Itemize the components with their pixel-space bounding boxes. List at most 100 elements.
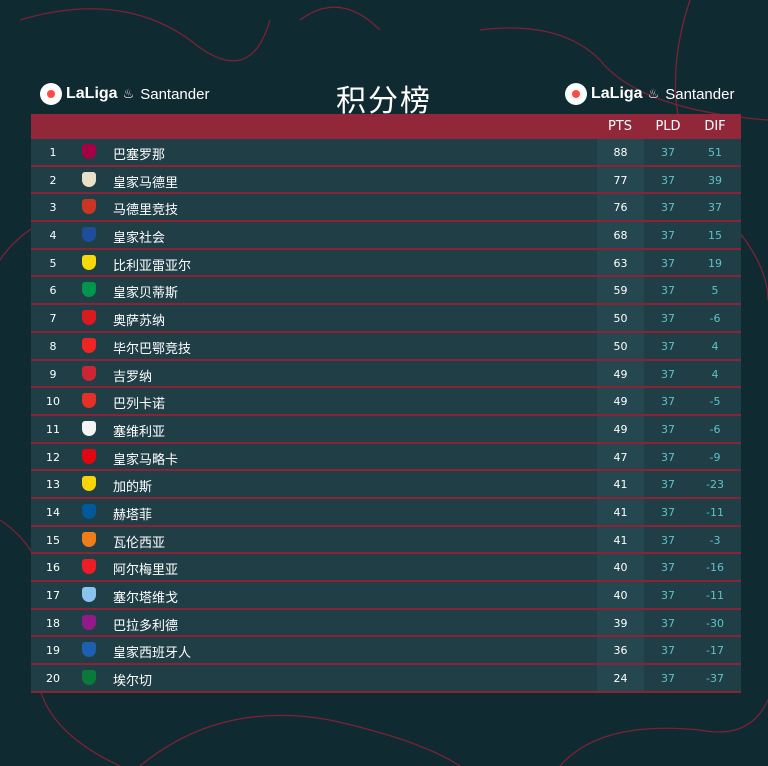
rank: 10 [46,395,60,409]
rank: 11 [46,422,60,436]
team-name: 皇家马德里 [113,175,179,191]
pts-cell-bg [597,471,644,497]
celta-vigo-crest-icon [82,587,96,602]
points: 76 [613,201,628,215]
sevilla-crest-icon [82,420,96,436]
played: 37 [661,561,675,575]
pts-cell-bg [597,526,644,553]
rank: 17 [46,589,60,602]
team-name: 皇家西班牙人 [113,646,192,662]
pts-cell-bg [597,166,644,193]
team-name: 赫塔菲 [113,507,153,523]
laliga-santander-logo-left: LaLiga ♨ Santander [40,80,209,108]
laliga-ball-icon [565,83,587,105]
pts-cell-bg [597,498,644,525]
table-row: 15 瓦伦西亚 41 37 -3 [31,526,741,555]
goal-difference: 39 [708,173,722,187]
played: 37 [661,533,675,547]
header-dif: DIF [704,119,726,134]
barcelona-crest-icon [82,144,96,159]
pts-cell-bg [597,582,644,608]
pts-cell-bg [597,139,644,165]
pts-cell-bg [597,415,644,442]
rank: 15 [46,533,60,547]
points: 49 [613,367,628,381]
header-pld: PLD [655,119,681,134]
girona-crest-icon [82,365,96,381]
table-row: 2 皇家马德里 77 37 39 [31,166,741,195]
valladolid-crest-icon [82,614,96,630]
goal-difference: 51 [708,146,722,159]
real-sociedad-crest-icon [82,227,96,243]
real-madrid-crest-icon [82,171,96,187]
team-name: 巴列卡诺 [113,397,166,413]
rank: 8 [49,339,57,353]
villarreal-crest-icon [82,254,96,270]
table-row: 13 加的斯 41 37 -23 [31,471,741,499]
pts-cell-bg [597,554,644,580]
rank: 18 [46,616,60,630]
goal-difference: -30 [706,616,724,630]
pts-cell-bg [597,277,644,304]
played: 37 [661,505,675,519]
goal-difference: -3 [709,533,721,547]
espanyol-crest-icon [82,642,96,658]
standings-table: PTS PLD DIF 1 巴塞罗那 88 37 51 2 皇家马德里 77 37 39 3 马德里竞… [31,114,741,693]
goal-difference: -37 [706,672,724,686]
goal-difference: -6 [709,312,721,326]
rank: 14 [46,505,60,519]
rank: 2 [49,173,57,187]
athletic-bilbao-crest-icon [82,337,96,353]
goal-difference: 4 [711,367,719,381]
points: 41 [613,505,628,519]
team-name: 巴塞罗那 [113,148,166,163]
points: 40 [613,561,628,575]
rank: 3 [49,201,57,215]
valencia-crest-icon [82,531,96,547]
goal-difference: -5 [709,395,721,409]
points: 88 [613,146,628,159]
team-name: 皇家贝蒂斯 [113,286,179,302]
goal-difference: 15 [708,229,722,243]
table-row: 5 比利亚雷亚尔 63 37 19 [31,249,741,278]
goal-difference: -11 [706,589,724,602]
table-row: 20 埃尔切 24 37 -37 [31,665,741,693]
atletico-madrid-crest-icon [82,199,96,215]
points: 50 [613,339,628,353]
getafe-crest-icon [82,503,96,519]
laliga-santander-logo-right: LaLiga ♨ Santander [565,80,734,108]
real-betis-crest-icon [82,282,96,298]
rank: 6 [49,284,57,298]
played: 37 [661,478,675,492]
points: 41 [613,478,628,492]
pts-cell-bg [597,443,644,470]
pts-cell-bg [597,637,644,664]
rank: 1 [49,146,57,159]
table-row: 19 皇家西班牙人 36 37 -17 [31,637,741,666]
team-name: 吉罗纳 [113,369,153,385]
played: 37 [661,229,675,243]
rank: 20 [46,672,60,686]
goal-difference: 5 [711,284,719,298]
played: 37 [661,367,675,381]
pts-cell-bg [597,194,644,221]
pts-cell-bg [597,388,644,414]
santander-flame-icon: ♨ [647,86,660,102]
team-name: 埃尔切 [113,674,153,690]
points: 49 [613,422,628,436]
points: 36 [613,644,628,658]
rank: 4 [49,229,57,243]
played: 37 [661,589,675,602]
rank: 13 [46,478,60,492]
table-row: 18 巴拉多利德 39 37 -30 [31,609,741,638]
played: 37 [661,616,675,630]
played: 37 [661,450,675,464]
table-row: 10 巴列卡诺 49 37 -5 [31,388,741,416]
table-row: 14 赫塔菲 41 37 -11 [31,498,741,527]
played: 37 [661,201,675,215]
goal-difference: 37 [708,201,722,215]
rank: 9 [49,367,57,381]
table-row: 4 皇家社会 68 37 15 [31,222,741,250]
team-name: 皇家社会 [113,231,166,247]
team-name: 毕尔巴鄂竞技 [113,341,192,357]
